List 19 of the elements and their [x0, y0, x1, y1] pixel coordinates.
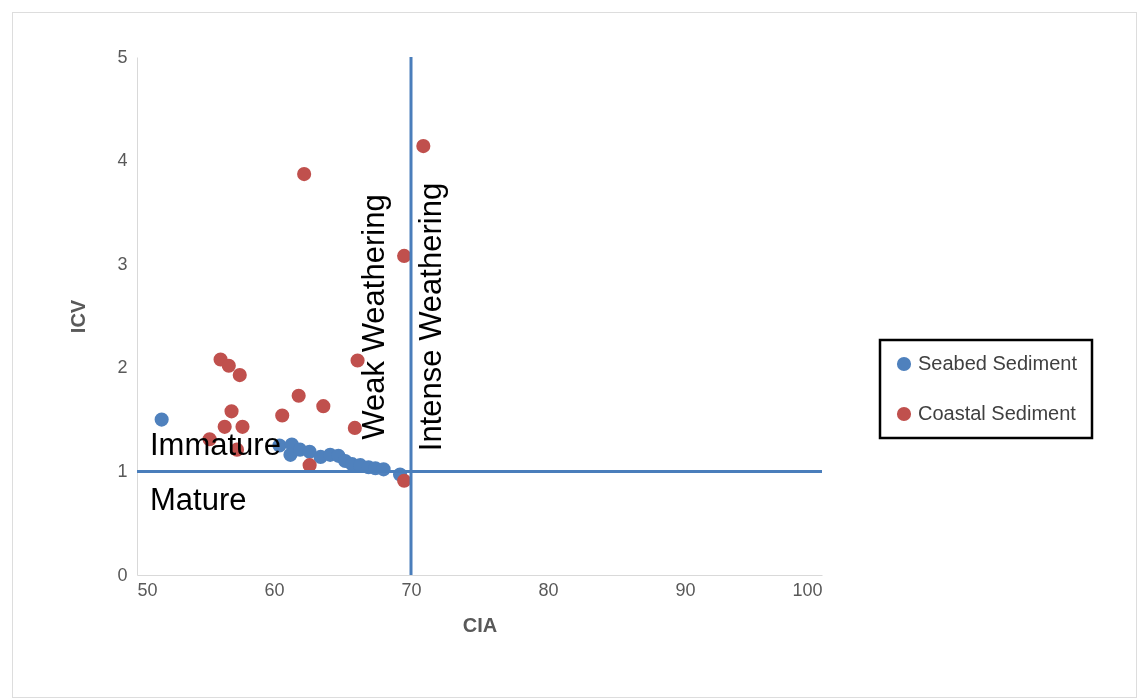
x-tick-label: 50: [137, 579, 158, 600]
x-tick-label: 70: [401, 579, 422, 600]
y-tick-label: 4: [117, 150, 128, 171]
y-tick-label: 5: [117, 46, 128, 67]
x-tick-label: 100: [792, 579, 823, 600]
legend-label: Seabed Sediment: [918, 352, 1078, 374]
y-tick-label: 3: [117, 253, 128, 274]
y-tick-label: 1: [117, 460, 128, 481]
x-tick-label: 90: [675, 579, 696, 600]
x-tick-label: 60: [264, 579, 285, 600]
annotation: Mature: [150, 482, 247, 517]
annotation: Weak Weathering: [356, 194, 391, 440]
x-tick-label: 80: [538, 579, 559, 600]
x-axis-title: CIA: [462, 613, 498, 636]
y-tick-label: 0: [117, 564, 128, 585]
y-tick-label: 2: [117, 357, 128, 378]
legend-label: Coastal Sediment: [918, 402, 1077, 424]
annotation: Intense Weathering: [413, 182, 448, 452]
y-axis-title: ICV: [67, 299, 90, 334]
